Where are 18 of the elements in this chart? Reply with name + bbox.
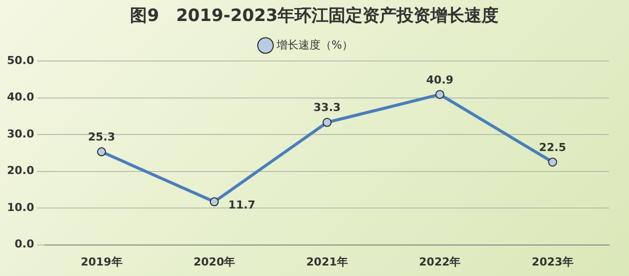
- x-tick-label: 2019年: [80, 255, 122, 268]
- chart-title: 图9 2019-2023年环江固定资产投资增长速度: [129, 5, 500, 27]
- y-tick-label: 20.0: [7, 164, 34, 178]
- data-label: 25.3: [88, 130, 116, 144]
- x-tick-label: 2022年: [419, 255, 461, 268]
- y-tick-label: 50.0: [7, 54, 34, 67]
- x-tick-label: 2021年: [306, 255, 348, 268]
- data-label: 40.9: [426, 73, 454, 86]
- data-label: 11.7: [228, 198, 256, 212]
- y-tick-label: 0.0: [14, 238, 34, 251]
- x-tick-label: 2023年: [532, 255, 574, 268]
- data-label: 22.5: [539, 140, 566, 154]
- y-tick-label: 10.0: [7, 200, 34, 214]
- y-tick-label: 30.0: [7, 127, 34, 140]
- x-tick-label: 2020年: [193, 255, 236, 268]
- y-tick-label: 40.0: [7, 90, 34, 104]
- data-label: 33.3: [314, 101, 341, 114]
- legend-label: 增长速度（%）: [276, 38, 353, 52]
